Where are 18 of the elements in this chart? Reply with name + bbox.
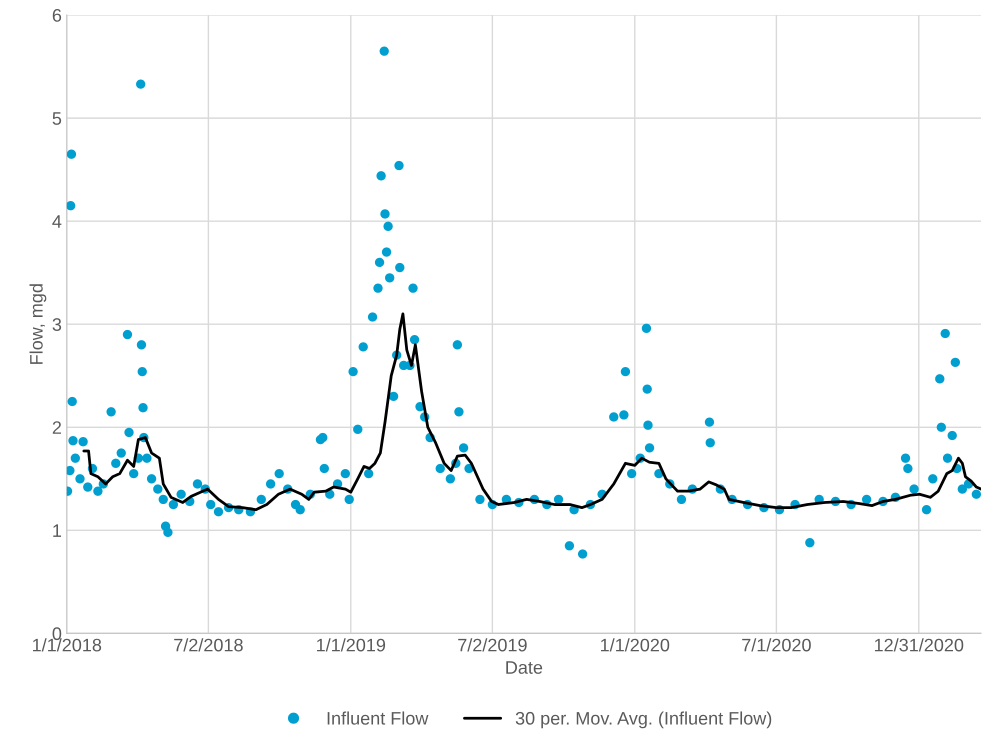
- y-tick-label: 1: [53, 524, 62, 537]
- x-axis-title: Date: [506, 661, 542, 674]
- x-tick-label: 7/1/2020: [742, 638, 811, 652]
- y-tick-label: 2: [52, 421, 62, 434]
- x-tick-label: 12/31/2020: [874, 638, 964, 652]
- x-tick-label: 1/1/2020: [601, 638, 670, 652]
- legend-label: Influent Flow: [328, 711, 428, 725]
- y-tick-label: 4: [52, 215, 62, 228]
- y-tick-label: 5: [52, 112, 62, 125]
- x-tick-label: 7/2/2019: [458, 638, 527, 652]
- y-tick-label: 3: [52, 318, 62, 331]
- x-tick-label: 7/2/2018: [174, 638, 243, 652]
- legend-label: 30 per. Mov. Avg. (Influent Flow): [516, 711, 772, 728]
- x-tick-label: 1/1/2019: [317, 638, 386, 652]
- y-axis-title: Flow, mgd: [29, 284, 46, 364]
- y-tick-label: 6: [52, 9, 62, 22]
- y-tick-label: 0: [52, 627, 62, 640]
- x-tick-label: 1/1/2018: [33, 638, 102, 652]
